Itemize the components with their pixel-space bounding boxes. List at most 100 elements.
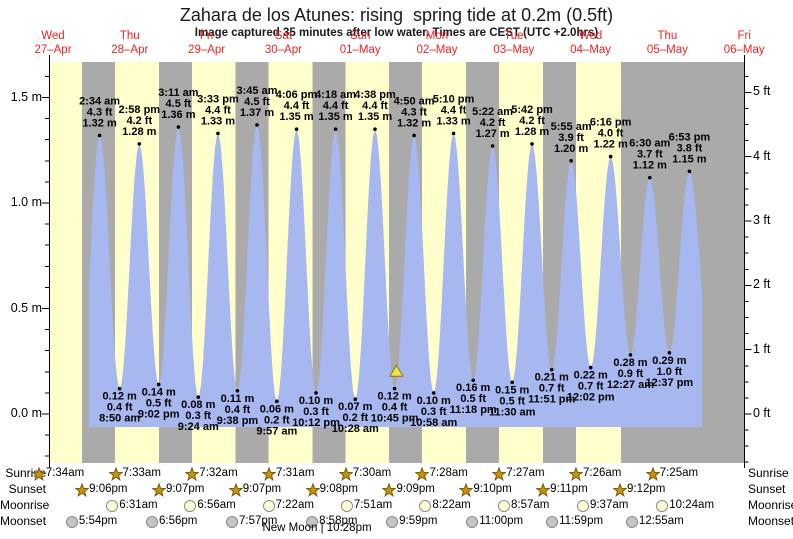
moon-dark-icon xyxy=(625,516,638,528)
moon-dark-icon xyxy=(546,516,559,528)
svg-text:12:37 pm: 12:37 pm xyxy=(646,377,694,389)
y-tick-ft: 3 ft xyxy=(753,213,771,228)
page-title: Zahara de los Atunes: rising spring tide… xyxy=(179,5,614,25)
svg-text:0.14 m: 0.14 m xyxy=(142,386,176,398)
svg-text:4.2 ft: 4.2 ft xyxy=(519,115,545,127)
sun-star-icon xyxy=(108,467,123,481)
svg-text:8:50 am: 8:50 am xyxy=(99,413,140,425)
svg-text:6:53 pm: 6:53 pm xyxy=(669,131,711,143)
moon-light-icon xyxy=(106,500,119,512)
moon-light-icon xyxy=(340,500,353,512)
svg-text:4.5 ft: 4.5 ft xyxy=(166,98,192,110)
sun-star-icon xyxy=(536,483,551,497)
sun-star-icon xyxy=(492,467,507,481)
svg-text:1.20 m: 1.20 m xyxy=(554,143,588,155)
sunset-time: 9:08pm xyxy=(319,483,358,495)
svg-text:1.12 m: 1.12 m xyxy=(633,160,667,172)
svg-text:0.16 m: 0.16 m xyxy=(456,382,490,394)
svg-text:3.8 ft: 3.8 ft xyxy=(677,142,703,154)
svg-text:9:38 pm: 9:38 pm xyxy=(217,415,259,427)
svg-text:5:55 am: 5:55 am xyxy=(551,121,592,133)
day-label: Wed 27–Apr xyxy=(34,30,72,56)
moonset-time: 12:55am xyxy=(638,515,684,527)
moonset-time: 9:59pm xyxy=(399,515,438,527)
svg-text:1.33 m: 1.33 m xyxy=(201,115,235,127)
svg-text:1.27 m: 1.27 m xyxy=(475,128,509,140)
moon-light-icon xyxy=(262,500,275,512)
svg-text:12:27 am: 12:27 am xyxy=(607,379,654,391)
svg-text:3:33 pm: 3:33 pm xyxy=(197,93,239,105)
new-moon-text: New Moon | 10:28pm xyxy=(262,522,372,534)
svg-text:10:58 am: 10:58 am xyxy=(410,417,457,429)
svg-text:0.5 ft: 0.5 ft xyxy=(499,395,525,407)
svg-text:0.28 m: 0.28 m xyxy=(613,357,647,369)
moon-light-icon xyxy=(498,500,511,512)
svg-text:4.2 ft: 4.2 ft xyxy=(126,115,152,127)
svg-text:9:24 am: 9:24 am xyxy=(178,421,219,433)
svg-text:3:45 am: 3:45 am xyxy=(237,85,278,97)
sunrise-time: 7:26am xyxy=(582,467,622,479)
svg-text:5:42 pm: 5:42 pm xyxy=(511,104,553,116)
day-label: Fri 29–Apr xyxy=(188,30,226,56)
svg-text:1.32 m: 1.32 m xyxy=(82,117,116,129)
svg-text:0.4 ft: 0.4 ft xyxy=(107,402,133,414)
svg-text:10:45 pm: 10:45 pm xyxy=(371,413,419,425)
moonrise-label-right: Moonrise xyxy=(748,498,793,512)
y-tick-ft: 5 ft xyxy=(753,84,771,99)
sunrise-time: 7:34am xyxy=(45,467,85,479)
sun-star-icon xyxy=(262,467,277,481)
moon-dark-icon xyxy=(306,516,319,528)
svg-text:0.5 ft: 0.5 ft xyxy=(460,393,486,405)
moonrise-time: 9:37am xyxy=(589,499,629,511)
moon-dark-icon xyxy=(386,516,399,528)
svg-text:3.7 ft: 3.7 ft xyxy=(637,149,663,161)
svg-text:1.15 m: 1.15 m xyxy=(672,153,706,165)
svg-text:4.3 ft: 4.3 ft xyxy=(401,106,427,118)
moonrise-time: 8:57am xyxy=(511,499,550,511)
day-label: Fri 06–May xyxy=(723,30,765,56)
tide-curve-area xyxy=(89,124,702,428)
svg-text:0.21 m: 0.21 m xyxy=(535,372,569,384)
svg-text:9:02 pm: 9:02 pm xyxy=(138,408,180,420)
y-tick-ft: 0 ft xyxy=(753,406,771,420)
svg-text:9:57 am: 9:57 am xyxy=(256,425,297,437)
svg-text:0.3 ft: 0.3 ft xyxy=(421,406,447,418)
svg-text:1.37 m: 1.37 m xyxy=(240,107,274,119)
svg-text:0.7 ft: 0.7 ft xyxy=(539,383,565,395)
svg-text:0.29 m: 0.29 m xyxy=(652,355,686,367)
svg-text:0.7 ft: 0.7 ft xyxy=(578,381,604,393)
svg-text:2:58 pm: 2:58 pm xyxy=(119,104,161,116)
moonrise-label-left: Moonrise xyxy=(0,498,50,512)
sun-star-icon xyxy=(31,467,46,481)
sunset-time: 9:06pm xyxy=(89,483,128,495)
svg-text:1.0 ft: 1.0 ft xyxy=(657,366,683,378)
svg-text:0.2 ft: 0.2 ft xyxy=(342,412,368,424)
svg-text:0.5 ft: 0.5 ft xyxy=(146,397,172,409)
sunset-label-right: Sunset xyxy=(748,482,786,496)
sun-star-icon xyxy=(645,467,660,481)
sun-star-icon xyxy=(338,467,353,481)
svg-text:4.4 ft: 4.4 ft xyxy=(362,100,388,112)
moonset-label-left: Moonset xyxy=(0,514,47,528)
svg-text:0.12 m: 0.12 m xyxy=(377,391,411,403)
page-subtitle: Image captured 35 minutes after low wate… xyxy=(194,27,599,39)
day-label: Thu 28–Apr xyxy=(111,30,149,56)
svg-text:4.4 ft: 4.4 ft xyxy=(284,100,310,112)
svg-text:0.12 m: 0.12 m xyxy=(103,391,137,403)
sun-star-icon xyxy=(415,467,430,481)
sunset-time: 9:07pm xyxy=(165,483,205,495)
svg-text:3:11 am: 3:11 am xyxy=(158,87,199,99)
moon-dark-icon xyxy=(65,516,78,528)
moonset-time: 6:56pm xyxy=(158,515,198,527)
svg-text:11:18 pm: 11:18 pm xyxy=(450,404,497,416)
y-tick-ft: 4 ft xyxy=(753,148,771,163)
sun-star-icon xyxy=(613,483,628,497)
sun-star-icon xyxy=(568,467,583,481)
svg-text:1.35 m: 1.35 m xyxy=(358,111,392,123)
svg-text:0.9 ft: 0.9 ft xyxy=(618,368,644,380)
sun-star-icon xyxy=(228,483,243,497)
svg-text:0.3 ft: 0.3 ft xyxy=(303,406,329,418)
y-tick-m: 1.0 m xyxy=(10,195,42,209)
sunrise-time: 7:33am xyxy=(122,467,161,479)
svg-text:0.22 m: 0.22 m xyxy=(574,370,608,382)
